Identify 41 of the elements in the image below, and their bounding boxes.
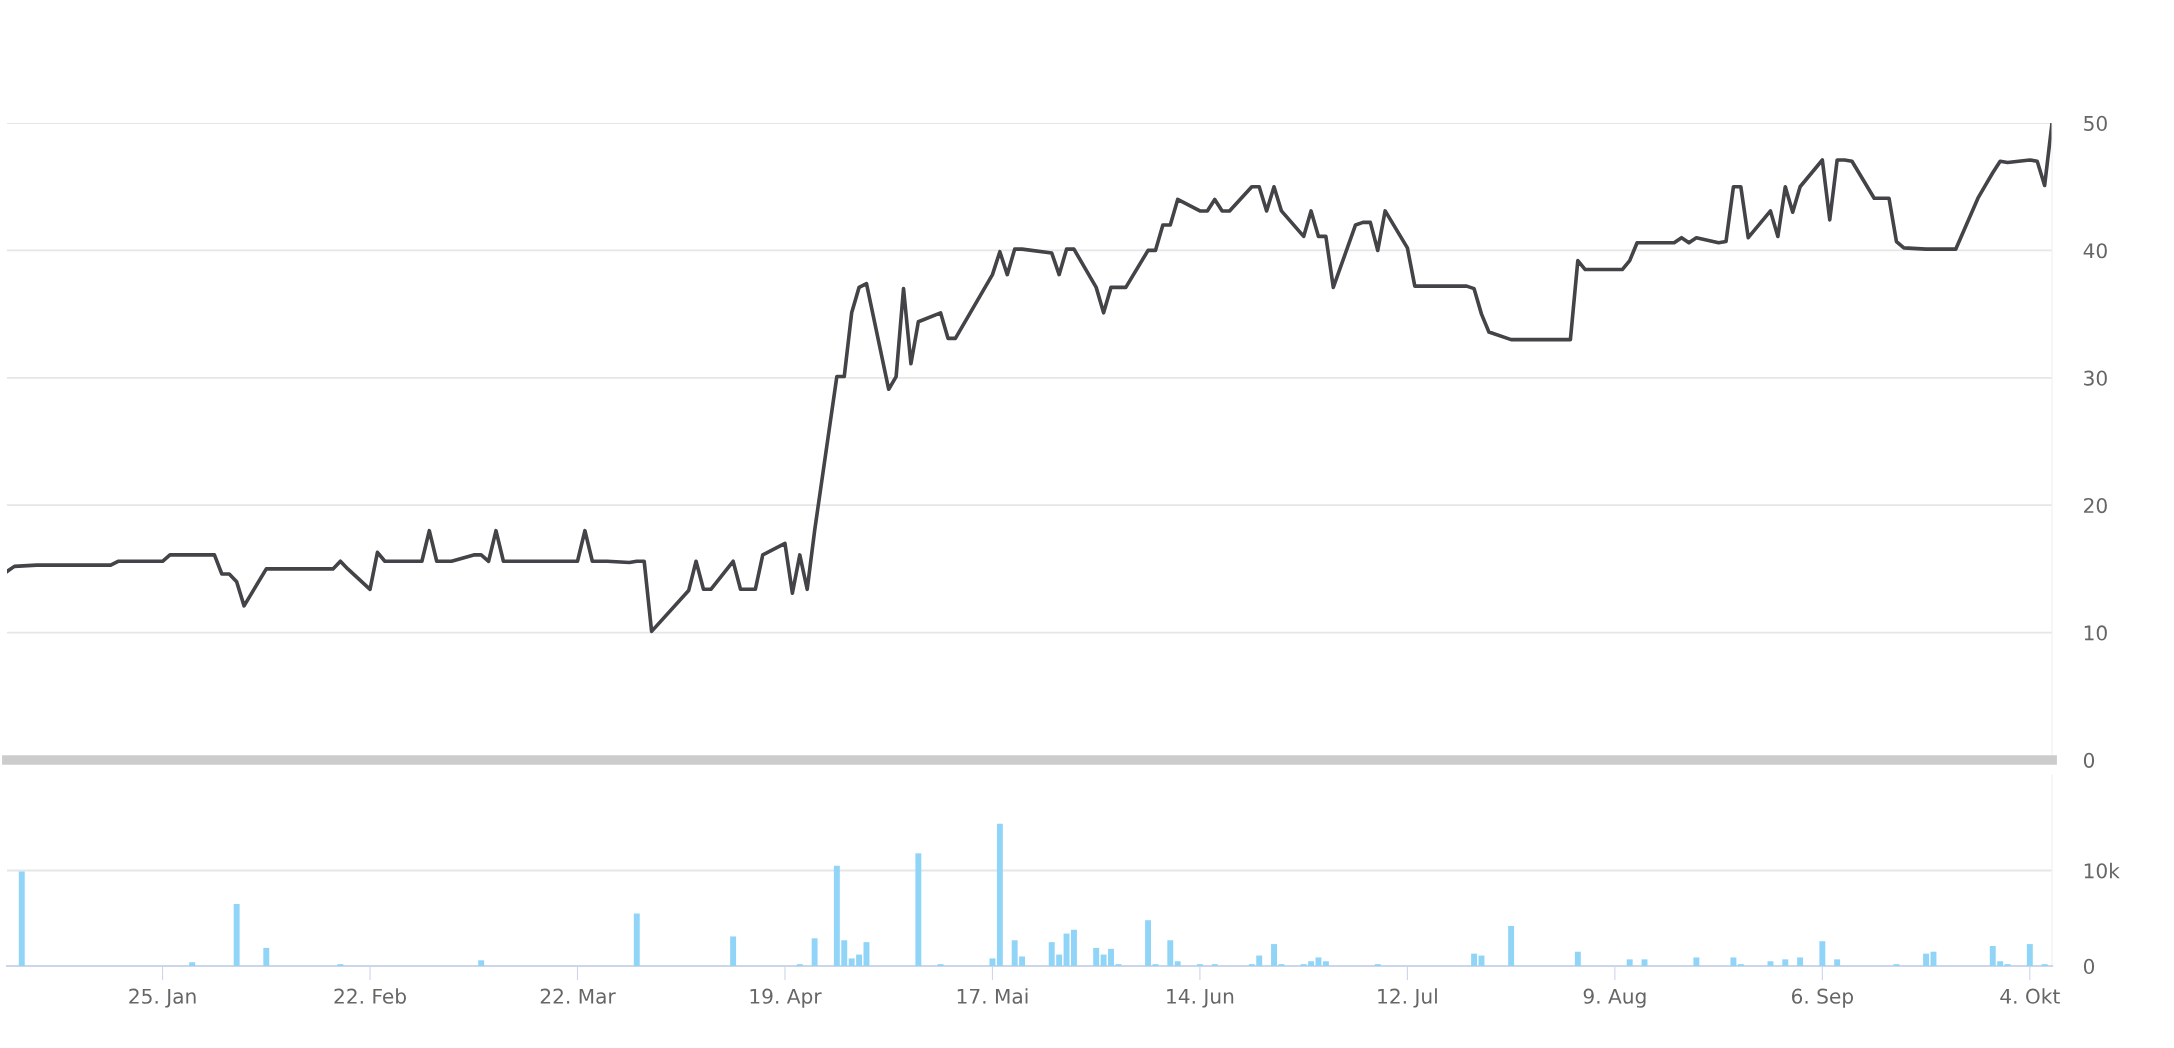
bar (1574, 951, 1581, 967)
bar (811, 938, 818, 967)
bar (1626, 959, 1633, 967)
bar (1797, 957, 1804, 967)
bar (1923, 953, 1930, 967)
bar (478, 960, 485, 967)
bar (730, 936, 737, 967)
bar (1322, 961, 1329, 967)
bar (989, 958, 996, 967)
y-tick-label: 30 (2084, 370, 2107, 386)
bar (1167, 940, 1174, 967)
bar (633, 913, 640, 967)
x-tick-label: 17. Mai (957, 988, 1028, 1004)
x-tick-label: 6. Sep (1791, 988, 1854, 1008)
x-tick-label: 22. Feb (334, 988, 406, 1004)
bar (1693, 957, 1700, 967)
bar (1782, 959, 1789, 967)
y-tick-label: 0 (2083, 958, 2095, 974)
bar (1174, 961, 1181, 967)
x-tick-label: 22. Mar (540, 988, 616, 1004)
bar (1834, 959, 1841, 967)
bar (1471, 953, 1478, 967)
x-tick-label: 12. Jul (1378, 988, 1437, 1008)
x-tick-label: 19. Apr (750, 988, 822, 1008)
y-tick-label: 20 (2084, 497, 2107, 514)
bar (1819, 941, 1826, 967)
y-tick-label: 10k (2084, 862, 2120, 879)
y-tick-label: 0 (2083, 752, 2095, 768)
y-tick-label: 50 (2084, 115, 2107, 131)
y-tick-label: 40 (2083, 243, 2107, 259)
bar (996, 823, 1003, 967)
x-tick-label: 9. Aug (1583, 988, 1646, 1008)
bar (1093, 947, 1100, 967)
x-tick-label: 14. Jun (1167, 988, 1234, 1008)
bar (1508, 925, 1515, 967)
x-tick-label: 25. Jan (129, 988, 196, 1008)
bar (1730, 957, 1737, 967)
y-tick-label: 10 (2084, 625, 2107, 641)
bar (2026, 944, 2033, 967)
bar (915, 853, 922, 967)
x-tick-label: 4. Okt (2000, 988, 2060, 1004)
